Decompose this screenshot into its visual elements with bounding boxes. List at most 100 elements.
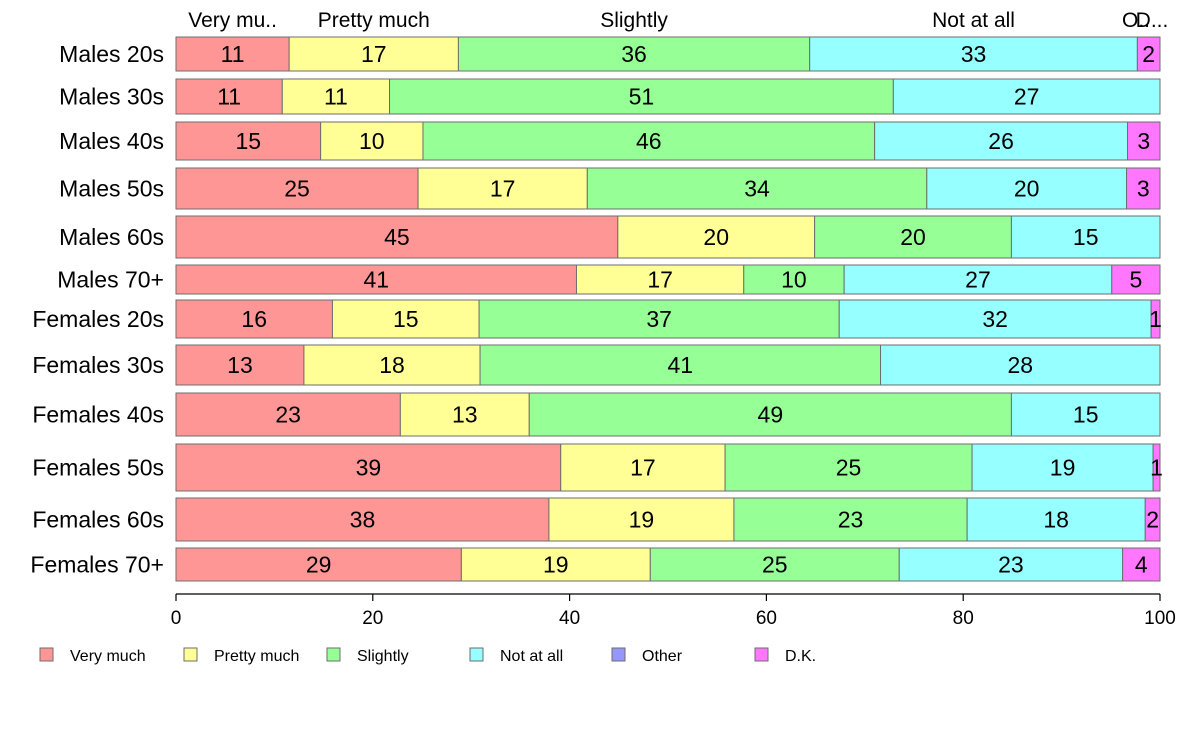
bar-row-males-30s: Males 30s 11 11 51 27 (59, 78, 1161, 115)
legend-swatch (326, 647, 341, 662)
bar-segment-not-at-all (874, 121, 1129, 161)
bar-segment-pretty-much (417, 167, 588, 210)
legend-label: Very much (70, 648, 146, 665)
data-label: 33 (961, 41, 987, 67)
data-label: 1 (1150, 455, 1163, 481)
category-label: Males 40s (59, 128, 164, 154)
category-label: Females 60s (32, 507, 164, 533)
bar-segment-not-at-all (880, 344, 1161, 386)
category-label: Females 50s (32, 455, 164, 481)
data-label: 41 (668, 352, 694, 378)
data-label: 25 (762, 552, 788, 578)
bar-segment-pretty-much (320, 121, 424, 161)
data-label: 18 (1043, 507, 1069, 533)
data-label: 1 (1149, 306, 1162, 332)
bar-segment-not-at-all (898, 547, 1124, 582)
bar-segment-not-at-all (971, 443, 1154, 492)
legend-swatch (754, 647, 769, 662)
data-label: 13 (227, 352, 253, 378)
data-label: 28 (1007, 352, 1033, 378)
top-label-very-much: Very mu.. (188, 9, 277, 32)
data-label: 26 (988, 128, 1014, 154)
data-label: 2 (1146, 507, 1159, 533)
bar-segment-slightly (422, 121, 876, 161)
data-label: 23 (998, 552, 1024, 578)
data-label: 18 (379, 352, 405, 378)
data-label: 16 (241, 306, 267, 332)
bar-row-males-40s: Males 40s 15 10 46 26 3 (59, 121, 1161, 161)
bar-segment-slightly (733, 497, 968, 542)
data-label: 37 (646, 306, 672, 332)
data-label: 34 (744, 176, 770, 202)
legend-label: Other (642, 648, 683, 665)
data-label: 5 (1129, 267, 1142, 293)
data-label: 25 (284, 176, 310, 202)
bar-segment-very-much (175, 167, 419, 210)
legend-label: Not at all (500, 648, 563, 665)
data-label: 19 (1050, 455, 1076, 481)
category-label: Males 30s (59, 84, 164, 110)
data-label: 27 (1014, 84, 1040, 110)
bar-row-males-50s: Males 50s 25 17 34 20 3 (59, 167, 1161, 210)
bar-segment-d-k (1122, 547, 1161, 582)
data-label: 17 (361, 41, 387, 67)
category-label: Females 40s (32, 402, 164, 428)
data-label: 38 (350, 507, 376, 533)
legend-swatch (469, 647, 484, 662)
legend-item-slightly: Slightly (326, 647, 409, 665)
legend-label: Pretty much (214, 648, 299, 665)
bar-segment-pretty-much (281, 78, 391, 115)
data-label: 11 (221, 41, 245, 67)
data-label: 36 (621, 41, 647, 67)
bar-segment-very-much (175, 299, 333, 339)
bar-segment-pretty-much (548, 497, 735, 542)
bar-segment-not-at-all (838, 299, 1152, 339)
bar-segment-very-much (175, 344, 305, 386)
legend-item-pretty-much: Pretty much (183, 647, 299, 665)
x-tick-label: 0 (171, 608, 182, 629)
legend-swatch (39, 647, 54, 662)
data-label: 25 (836, 455, 862, 481)
bar-segment-very-much (175, 215, 619, 259)
bar-segment-d-k (1111, 264, 1161, 295)
x-tick-label: 40 (559, 608, 580, 629)
bar-row-females-40s: Females 40s 23 13 49 15 (32, 392, 1161, 437)
data-label: 39 (356, 455, 382, 481)
category-label: Males 50s (59, 176, 164, 202)
bar-segment-not-at-all (1010, 392, 1161, 437)
data-label: 20 (703, 224, 729, 250)
bar-row-males-70: Males 70+ 41 17 10 27 5 (57, 264, 1161, 295)
bar-row-females-60s: Females 60s 38 19 23 18 2 (32, 497, 1161, 542)
bar-segment-very-much (175, 264, 577, 295)
category-label: Males 60s (59, 224, 164, 250)
legend-swatch (183, 647, 198, 662)
data-label: 49 (758, 402, 784, 428)
data-label: 13 (452, 402, 478, 428)
data-label: 19 (543, 552, 569, 578)
top-label-not-at-all: Not at all (932, 9, 1015, 32)
bar-segment-slightly (389, 78, 894, 115)
x-axis: 0 20 40 60 80 100 (171, 593, 1176, 629)
data-label: 20 (900, 224, 926, 250)
data-label: 29 (306, 552, 332, 578)
category-label: Females 70+ (30, 552, 164, 578)
category-label: Males 70+ (57, 267, 164, 293)
bar-segment-not-at-all (1010, 215, 1161, 259)
data-label: 3 (1137, 128, 1150, 154)
data-label: 51 (629, 84, 655, 110)
bar-segment-d-k (1144, 497, 1161, 542)
bar-segment-slightly (649, 547, 900, 582)
data-label: 11 (324, 84, 348, 110)
top-label-d-k: D... (1136, 9, 1169, 32)
bar-segment-very-much (175, 497, 550, 542)
bar-segment-pretty-much (617, 215, 816, 259)
data-label: 3 (1137, 176, 1150, 202)
data-label: 17 (630, 455, 656, 481)
legend-item-other: Other (611, 647, 683, 665)
bar-segment-slightly (586, 167, 928, 210)
legend-item-not-at-all: Not at all (469, 647, 563, 665)
bar-row-females-70: Females 70+ 29 19 25 23 4 (30, 547, 1161, 582)
data-label: 10 (359, 128, 385, 154)
category-label: Females 20s (32, 306, 164, 332)
